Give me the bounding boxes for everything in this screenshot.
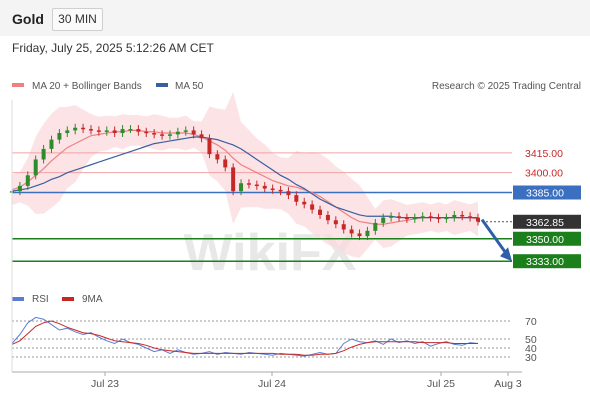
candle-body-3 [33, 159, 38, 176]
candle-body-18 [152, 133, 157, 135]
forecast-arrow-shaft [480, 218, 508, 255]
forecast-arrow-head [500, 247, 512, 262]
ma50-legend-swatch [156, 83, 168, 87]
candle-body-22 [183, 130, 188, 132]
candle-body-19 [160, 134, 165, 136]
candle-body-2 [25, 175, 30, 186]
level-tag-3 [513, 231, 581, 246]
candle-body-52 [420, 216, 425, 218]
last-price-tag [513, 214, 581, 229]
candle-body-20 [167, 134, 172, 136]
chart-legend: MA 20 + Bollinger Bands MA 50 Research ©… [12, 81, 581, 92]
candle-body-59 [476, 217, 480, 222]
candle-body-14 [120, 129, 125, 134]
candle-body-35 [286, 191, 291, 196]
candle-body-48 [389, 216, 394, 218]
level-tag-2 [513, 185, 581, 200]
candle-body-43 [349, 229, 354, 234]
candle-body-55 [444, 217, 449, 220]
ma20-line [11, 129, 479, 225]
ma20-legend-swatch [12, 83, 24, 87]
candle-body-53 [428, 216, 433, 218]
candle-body-30 [246, 183, 251, 185]
candle-body-29 [239, 183, 244, 192]
x-tick-label-1: Jul 24 [258, 378, 286, 390]
rsi-ma-legend-label: 9MA [82, 294, 103, 305]
candle-body-17 [144, 131, 149, 134]
candle-body-51 [412, 217, 417, 220]
rsi-legend-swatch [12, 297, 24, 301]
candle-body-12 [104, 130, 109, 132]
rsi-tick-0: 70 [525, 316, 537, 328]
level-label-0: 3415.00 [525, 148, 563, 160]
candle-body-4 [41, 148, 46, 160]
rsi-ma-legend-swatch [62, 297, 74, 301]
chart-datetime: Friday, July 25, 2025 5:12:26 AM CET [12, 41, 214, 55]
candle-body-49 [397, 216, 402, 218]
rsi-legend-label: RSI [32, 294, 49, 305]
candle-body-23 [191, 130, 196, 135]
candle-body-47 [381, 217, 386, 223]
rsi-tick-2: 40 [525, 343, 537, 355]
chart-header: Gold 30 MIN [0, 0, 590, 36]
credit-text: Research © 2025 Trading Central [432, 81, 581, 92]
candle-body-26 [215, 154, 220, 160]
candle-body-6 [57, 133, 62, 140]
level-label-2: 3385.00 [526, 188, 564, 200]
rsi-ma-line [11, 320, 478, 356]
symbol-title: Gold [12, 11, 44, 27]
candle-body-38 [310, 204, 315, 210]
candle-body-27 [223, 159, 228, 168]
candle-body-33 [270, 188, 275, 191]
candle-body-13 [112, 130, 117, 134]
candle-body-21 [175, 131, 180, 135]
candle-body-42 [341, 224, 346, 230]
candle-body-39 [318, 209, 323, 215]
timeframe-button[interactable]: 30 MIN [52, 8, 103, 31]
candle-body-1 [17, 185, 22, 192]
candle-body-57 [460, 214, 465, 217]
candle-body-31 [254, 184, 259, 187]
rsi-legend: RSI 9MA [12, 294, 103, 305]
candle-body-54 [436, 217, 441, 220]
candle-body-9 [81, 127, 86, 130]
candle-body-32 [262, 185, 267, 189]
candle-body-11 [96, 130, 101, 132]
candle-body-15 [128, 129, 133, 131]
candle-body-45 [365, 230, 370, 237]
candle-body-8 [73, 127, 78, 131]
candle-body-56 [452, 214, 457, 218]
x-tick-label-2: Jul 25 [427, 378, 455, 390]
candle-body-50 [404, 217, 409, 220]
rsi-tick-3: 30 [525, 352, 537, 364]
candle-body-5 [49, 139, 54, 149]
rsi-line [11, 316, 479, 357]
rsi-tick-1: 50 [525, 334, 537, 346]
x-tick-label-0: Jul 23 [91, 378, 119, 390]
ma50-legend-label: MA 50 [175, 81, 204, 92]
candle-body-58 [468, 216, 473, 218]
candle-body-41 [333, 220, 338, 225]
x-tick-label-3: Aug 3 [494, 378, 522, 390]
candle-body-37 [302, 201, 307, 205]
candle-body-7 [65, 130, 70, 134]
candle-body-46 [373, 222, 378, 231]
candle-body-10 [88, 129, 93, 131]
level-label-3: 3350.00 [526, 234, 564, 246]
level-label-1: 3400.00 [525, 168, 563, 180]
candle-body-36 [294, 195, 299, 202]
candle-body-34 [278, 189, 283, 192]
bollinger-band [12, 92, 478, 259]
level-tag-4 [513, 254, 581, 269]
candle-body-40 [325, 214, 330, 221]
last-price-label: 3362.85 [526, 217, 564, 229]
candle-body-16 [136, 129, 141, 132]
candle-body-25 [207, 138, 212, 155]
candle-body-28 [231, 167, 236, 192]
candle-body-24 [199, 134, 204, 139]
candle-body-44 [357, 233, 362, 237]
level-label-4: 3333.00 [526, 256, 564, 268]
ma20-legend-label: MA 20 + Bollinger Bands [32, 81, 142, 92]
